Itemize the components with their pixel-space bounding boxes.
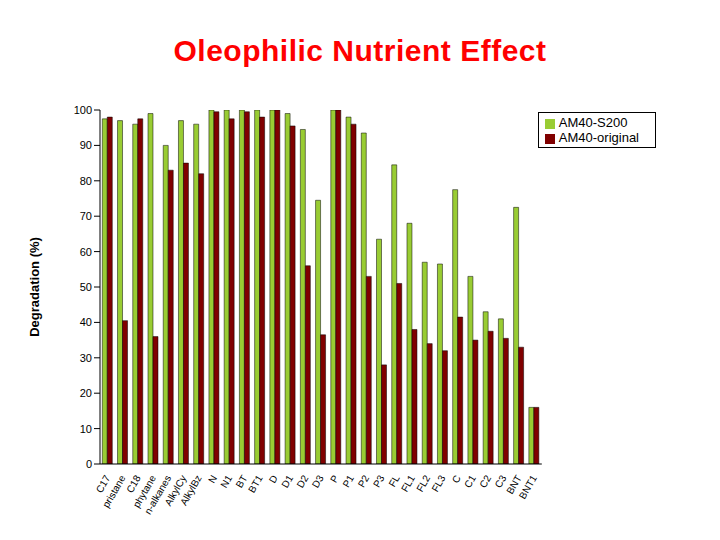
svg-text:70: 70 bbox=[80, 210, 92, 222]
svg-text:P3: P3 bbox=[371, 473, 387, 489]
svg-text:BNT1: BNT1 bbox=[517, 473, 540, 501]
html-text:Oleophilic Nutrient Effect: Oleophilic Nutrient Effect bbox=[173, 34, 547, 67]
svg-text:60: 60 bbox=[80, 246, 92, 258]
svg-text:BNT: BNT bbox=[504, 473, 524, 497]
svg-text:50: 50 bbox=[80, 281, 92, 293]
svg-text:D3: D3 bbox=[310, 473, 326, 490]
svg-text:n-alkanes: n-alkanes bbox=[142, 473, 174, 517]
html-text:AM40-original: AM40-original bbox=[558, 130, 639, 145]
svg-text:40: 40 bbox=[80, 316, 92, 328]
html-text:AM40-S200: AM40-S200 bbox=[558, 115, 628, 130]
svg-text:N1: N1 bbox=[218, 473, 234, 490]
svg-text:C: C bbox=[450, 473, 463, 485]
svg-text:90: 90 bbox=[80, 139, 92, 151]
svg-text:N: N bbox=[206, 473, 219, 485]
svg-text:0: 0 bbox=[86, 458, 92, 470]
svg-text:C2: C2 bbox=[477, 473, 493, 490]
svg-text:Degradation (%): Degradation (%) bbox=[27, 237, 42, 337]
svg-text:FL1: FL1 bbox=[399, 473, 417, 494]
svg-text:80: 80 bbox=[80, 175, 92, 187]
svg-text:100: 100 bbox=[74, 104, 92, 116]
svg-text:FL2: FL2 bbox=[414, 473, 432, 494]
svg-text:FL3: FL3 bbox=[429, 473, 447, 494]
svg-text:pristane: pristane bbox=[100, 473, 128, 510]
svg-text:30: 30 bbox=[80, 352, 92, 364]
svg-text:FL: FL bbox=[386, 473, 402, 489]
svg-text:D2: D2 bbox=[295, 473, 311, 490]
svg-text:C1: C1 bbox=[462, 473, 478, 490]
svg-text:P: P bbox=[328, 473, 341, 485]
svg-text:10: 10 bbox=[80, 423, 92, 435]
svg-text:phytane: phytane bbox=[130, 473, 159, 510]
svg-text:C18: C18 bbox=[124, 473, 143, 495]
svg-text:P2: P2 bbox=[356, 473, 372, 489]
svg-text:AlkylBz: AlkylBz bbox=[178, 473, 204, 507]
svg-text:BT1: BT1 bbox=[246, 473, 265, 495]
svg-text:D: D bbox=[267, 473, 280, 485]
svg-text:P1: P1 bbox=[340, 473, 356, 489]
svg-text:D1: D1 bbox=[279, 473, 295, 490]
svg-text:20: 20 bbox=[80, 387, 92, 399]
svg-text:C3: C3 bbox=[492, 473, 509, 490]
svg-text:AlkylCy: AlkylCy bbox=[162, 473, 189, 508]
svg-text:BT: BT bbox=[233, 473, 250, 490]
svg-text:C17: C17 bbox=[93, 473, 113, 495]
